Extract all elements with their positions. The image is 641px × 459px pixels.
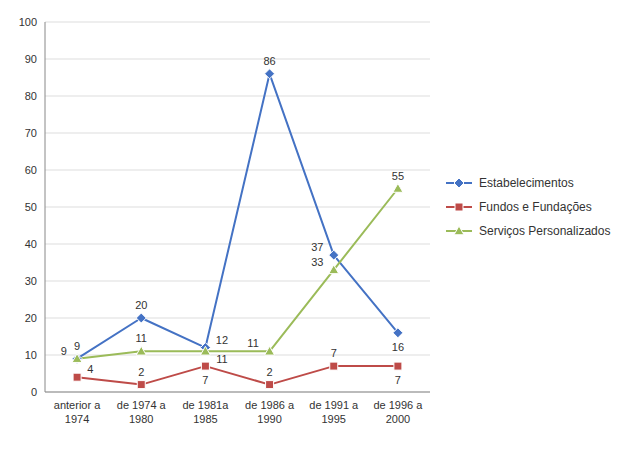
y-tick-label: 40 [25,238,37,250]
data-label: 9 [61,345,67,357]
data-label: 11 [216,353,227,365]
data-label: 7 [331,347,337,359]
data-point [72,354,82,363]
data-point [201,362,209,370]
legend-marker [455,203,463,211]
y-axis: 0 10 20 30 40 50 60 70 80 90 100 [19,16,430,398]
data-labels: 9 20 12 86 37 16 4 2 7 2 7 7 9 11 11 11 33 55 [61,55,404,386]
grid-line [45,133,430,134]
x-tick-label: anterior a1974 [54,399,101,425]
y-tick-label: 60 [25,164,37,176]
data-label: 11 [136,332,147,344]
grid-line [45,392,430,393]
data-label: 55 [392,170,404,182]
y-tick-label: 10 [25,349,37,361]
legend-label: Fundos e Fundações [479,200,592,214]
data-label: 4 [87,363,93,375]
grid-line [45,22,430,23]
data-point [73,373,81,381]
data-point [265,346,275,355]
grid-line [45,59,430,60]
data-point [136,346,146,355]
grid-line [45,318,430,319]
y-tick-label: 80 [25,90,37,102]
legend-marker [454,178,464,188]
grid-line [45,170,430,171]
data-label: 33 [311,256,323,268]
y-tick-label: 30 [25,275,37,287]
x-axis-line [45,392,430,393]
data-point [136,313,146,323]
x-tick-label: de 1986 a1990 [245,399,295,425]
y-tick-label: 100 [19,16,37,28]
data-point [393,328,403,338]
y-tick-label: 20 [25,312,37,324]
y-axis-line [45,22,46,392]
grid-line [45,281,430,282]
data-point [330,362,338,370]
data-label: 20 [135,299,147,311]
data-label: 2 [267,366,273,378]
legend-label: Estabelecimentos [479,176,574,190]
y-tick-label: 50 [25,201,37,213]
data-point [393,184,403,193]
data-label: 9 [74,340,80,352]
data-point [266,381,274,389]
data-point [329,250,339,260]
x-tick-label: de 1996 a2000 [373,399,423,425]
data-label: 12 [216,334,228,346]
legend: Estabelecimentos Fundos e Fundações Serviç… [446,176,610,238]
series-line [77,189,398,359]
x-tick-label: de 1974 a1980 [117,399,167,425]
series-line [77,74,398,359]
grid-line [45,244,430,245]
y-tick-label: 0 [31,386,37,398]
data-point [137,381,145,389]
data-label: 16 [392,341,404,353]
data-label: 7 [202,374,208,386]
series-line [77,366,398,385]
data-label: 86 [263,55,275,67]
plot-area [72,69,403,389]
legend-label: Serviços Personalizados [479,224,610,238]
data-label: 7 [395,374,401,386]
data-point [394,362,402,370]
y-tick-label: 70 [25,127,37,139]
grid-line [45,96,430,97]
x-tick-label: de 1991 a1995 [309,399,359,425]
chart: 0 10 20 30 40 50 60 70 80 90 100 anterior a1974 de 1… [0,0,641,459]
data-label: 37 [311,241,323,253]
data-point [329,265,339,274]
data-point [72,354,82,364]
data-label: 11 [247,337,258,349]
y-tick-label: 90 [25,53,37,65]
x-tick-label: de 1981a1985 [182,399,229,425]
x-axis: anterior a1974 de 1974 a1980 de 1981a1985 d… [54,399,423,425]
data-point [200,346,210,355]
data-point [265,69,275,79]
data-label: 2 [138,366,144,378]
legend-marker [454,226,464,235]
